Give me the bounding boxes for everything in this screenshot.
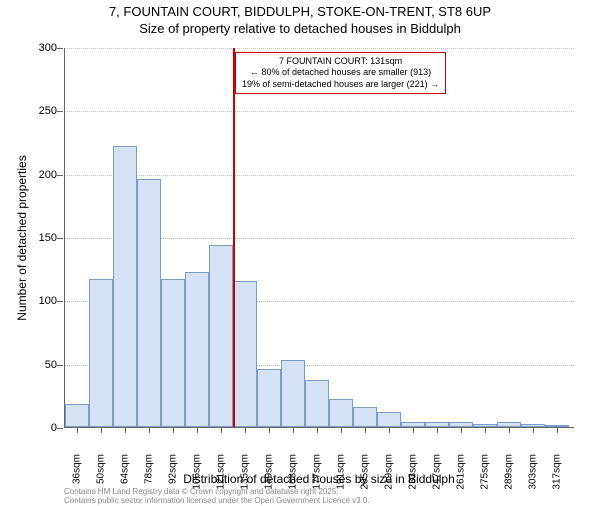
bar (233, 281, 257, 427)
gridline (65, 175, 574, 176)
y-tick-label: 250 (27, 105, 57, 117)
gridline (65, 48, 574, 49)
bar (377, 412, 401, 427)
x-tick (341, 427, 342, 433)
bar (329, 399, 353, 427)
x-tick (269, 427, 270, 433)
y-tick-label: 100 (27, 295, 57, 307)
title-line-1: 7, FOUNTAIN COURT, BIDDULPH, STOKE-ON-TR… (0, 4, 600, 21)
bar (353, 407, 377, 427)
bar (113, 146, 137, 427)
bar (209, 245, 233, 427)
y-tick-label: 50 (27, 359, 57, 371)
annotation-box: 7 FOUNTAIN COURT: 131sqm← 80% of detache… (235, 52, 446, 94)
annotation-line2: ← 80% of detached houses are smaller (91… (242, 67, 439, 78)
x-tick (365, 427, 366, 433)
x-tick (149, 427, 150, 433)
x-tick (293, 427, 294, 433)
x-tick (173, 427, 174, 433)
bar (281, 360, 305, 427)
y-tick-label: 200 (27, 169, 57, 181)
y-tick (57, 365, 63, 366)
x-tick (413, 427, 414, 433)
bar (305, 380, 329, 427)
y-tick-label: 0 (27, 422, 57, 434)
bar (65, 404, 89, 427)
x-tick (509, 427, 510, 433)
y-tick-label: 150 (27, 232, 57, 244)
bar (89, 279, 113, 427)
bar (185, 272, 209, 427)
x-tick (557, 427, 558, 433)
x-tick (245, 427, 246, 433)
y-tick (57, 238, 63, 239)
footnote: Contains HM Land Registry data © Crown c… (64, 488, 370, 506)
x-tick (77, 427, 78, 433)
x-tick (485, 427, 486, 433)
marker-line (233, 48, 235, 427)
y-tick (57, 175, 63, 176)
x-tick (221, 427, 222, 433)
gridline (65, 111, 574, 112)
x-tick (197, 427, 198, 433)
annotation-line3: 19% of semi-detached houses are larger (… (242, 79, 439, 90)
chart-container: 7, FOUNTAIN COURT, BIDDULPH, STOKE-ON-TR… (0, 4, 600, 504)
x-tick (389, 427, 390, 433)
x-tick (461, 427, 462, 433)
x-tick (437, 427, 438, 433)
title-line-2: Size of property relative to detached ho… (0, 21, 600, 38)
plot-inner: 05010015020025030036sqm50sqm64sqm78sqm92… (64, 48, 574, 428)
plot-area: 05010015020025030036sqm50sqm64sqm78sqm92… (64, 48, 574, 428)
y-tick (57, 111, 63, 112)
y-tick (57, 48, 63, 49)
bar (257, 369, 281, 427)
x-tick (101, 427, 102, 433)
y-tick (57, 301, 63, 302)
x-tick (533, 427, 534, 433)
y-tick-label: 300 (27, 42, 57, 54)
y-tick (57, 428, 63, 429)
x-tick (317, 427, 318, 433)
bar (161, 279, 185, 427)
annotation-line1: 7 FOUNTAIN COURT: 131sqm (242, 56, 439, 67)
x-axis-label: Distribution of detached houses by size … (64, 472, 574, 486)
x-tick (125, 427, 126, 433)
bar (137, 179, 161, 427)
